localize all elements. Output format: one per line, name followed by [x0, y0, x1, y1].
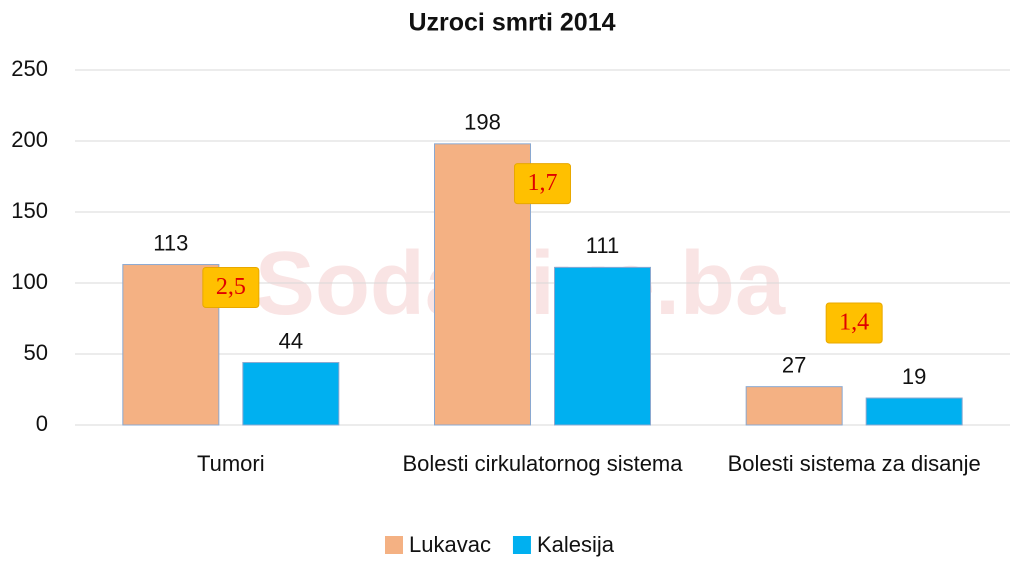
- y-tick-label: 50: [24, 340, 48, 365]
- annotation: 1,4: [825, 302, 883, 344]
- x-tick-label: Tumori: [197, 451, 265, 476]
- y-tick-label: 0: [36, 411, 48, 436]
- legend-label: Lukavac: [409, 532, 491, 557]
- bar: [554, 266, 651, 426]
- y-tick-label: 150: [11, 198, 48, 223]
- data-label: 198: [464, 110, 501, 135]
- annotation-text: 1,4: [839, 310, 869, 336]
- x-tick-label: Bolesti cirkulatornog sistema: [402, 451, 683, 476]
- annotation-box: [202, 267, 260, 309]
- legend-label: Kalesija: [537, 532, 615, 557]
- y-tick-label: 100: [11, 269, 48, 294]
- legend-swatch: [512, 536, 531, 554]
- data-label: 19: [902, 364, 926, 389]
- annotation: 2,5: [202, 267, 260, 309]
- data-label: 44: [279, 328, 303, 353]
- bar: [745, 386, 843, 426]
- bar: [865, 397, 963, 426]
- annotation-text: 2,5: [216, 274, 246, 300]
- data-label: 111: [586, 233, 619, 258]
- annotation: 1,7: [514, 163, 571, 205]
- annotation-box: [825, 302, 883, 344]
- legend-swatch: [385, 536, 403, 554]
- data-label: 27: [782, 352, 806, 377]
- annotation-box: [514, 163, 571, 205]
- y-tick-label: 200: [11, 127, 48, 152]
- data-label: 113: [153, 230, 188, 255]
- x-tick-label: Bolesti sistema za disanje: [728, 451, 981, 476]
- chart-title: Uzroci smrti 2014: [408, 9, 615, 37]
- y-tick-label: 250: [11, 56, 48, 81]
- bar: [242, 362, 340, 426]
- annotation-text: 1,7: [528, 170, 558, 196]
